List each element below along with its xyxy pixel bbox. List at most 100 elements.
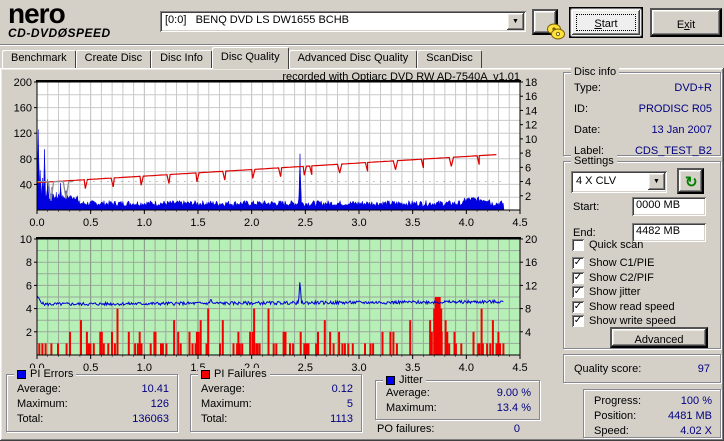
tab-create-disc[interactable]: Create Disc [75, 50, 152, 68]
pi-errors-vs-position-series-write-speed [36, 154, 497, 189]
checkbox-checked-icon[interactable]: ✓ [572, 315, 584, 327]
svg-text:6: 6 [26, 280, 32, 292]
start-field-label: Start: [573, 201, 600, 213]
checkbox-row-show-c2-pif[interactable]: ✓ Show C2/PIF [572, 271, 654, 284]
svg-text:0.0: 0.0 [29, 217, 44, 228]
svg-text:6: 6 [525, 162, 531, 174]
svg-text:2.0: 2.0 [244, 217, 259, 228]
svg-text:16: 16 [525, 257, 537, 269]
stat-row: Label: CDS_TEST_B2 [574, 145, 712, 157]
checkbox-row-show-write-speed[interactable]: ✓ Show write speed [572, 315, 676, 327]
pi-errors-chart: 200 160 120 80 40 18 16 14 12 10 8 6 4 2 0.0 0.5 1.0 1.5 2… [14, 77, 538, 228]
start-button[interactable]: Start [570, 8, 642, 37]
toolbar-separator [0, 44, 724, 46]
quality-score-value: 97 [697, 363, 710, 375]
checkbox-checked-icon[interactable]: ✓ [572, 271, 584, 284]
svg-text:4: 4 [525, 327, 531, 339]
stat-label: Total: [201, 413, 228, 425]
tab-benchmark[interactable]: Benchmark [2, 50, 76, 68]
pi-errors-vs-position-grid [37, 82, 520, 210]
scan-speed-dropdown-button[interactable]: ▼ [648, 173, 665, 190]
stat-value: PRODISC R05 [638, 103, 712, 115]
stat-value: 4481 MB [667, 410, 712, 422]
pi-errors-stats-group: PI Errors Average: 10.41 Maximum: 126 Total: 1… [6, 368, 178, 432]
stat-label: Average: [201, 383, 245, 395]
svg-text:4: 4 [26, 304, 32, 316]
refresh-button[interactable]: ↻ [677, 168, 704, 194]
checkbox-row-show-read-speed[interactable]: ✓ Show read speed [572, 300, 675, 313]
stat-value: 0.12 [331, 383, 353, 395]
group-title-text: PI Failures [214, 368, 267, 380]
svg-text:8: 8 [525, 148, 531, 160]
stat-value: 13 Jan 2007 [651, 124, 712, 136]
nero-logo-text: nero [8, 0, 66, 29]
discs-icon [547, 23, 565, 40]
tab-advanced-disc-quality[interactable]: Advanced Disc Quality [288, 50, 418, 68]
drive-select[interactable]: [0:0] BENQ DVD LS DW1655 BCHB ▼ [160, 11, 526, 32]
scan-speed-select[interactable]: 4 X CLV ▼ [571, 171, 667, 193]
settings-group: Settings 4 X CLV ▼ ↻ Start: 0000 MB End:… [563, 155, 721, 349]
exit-pre: E [676, 19, 685, 31]
exit-rest: it [689, 19, 696, 31]
advanced-button[interactable]: Advanced [610, 327, 708, 348]
tab-scandisc[interactable]: ScanDisc [417, 50, 482, 68]
pi-errors-vs-position-series-read-speed [37, 180, 504, 201]
stat-value: 136063 [132, 413, 169, 425]
disc-glyph-icon: Ø [57, 26, 68, 40]
stat-row: Maximum: 13.4 % [386, 402, 531, 414]
tab-disc-quality[interactable]: Disc Quality [211, 47, 289, 69]
drive-select-dropdown-button[interactable]: ▼ [507, 13, 524, 30]
checkbox-checked-icon[interactable]: ✓ [572, 300, 584, 313]
svg-text:2.5: 2.5 [298, 362, 313, 374]
svg-text:2.5: 2.5 [298, 217, 313, 228]
svg-text:1.0: 1.0 [137, 362, 152, 374]
legend-color-swatch [386, 375, 395, 385]
logo-cddvd: CD-DVD [8, 26, 58, 40]
svg-text:80: 80 [20, 154, 32, 166]
checkbox-row-show-c1-pie[interactable]: ✓ Show C1/PIE [572, 257, 654, 269]
eject-disc-button[interactable] [532, 9, 565, 40]
svg-text:18: 18 [525, 77, 537, 89]
stat-value: 5 [346, 398, 353, 410]
stat-row: ID: PRODISC R05 [574, 103, 712, 115]
stat-row: Progress: 100 % [594, 395, 712, 407]
pi-failures-and-jitter-vs-position-series-jitter [36, 282, 504, 307]
stat-value: 100 % [680, 395, 712, 407]
stat-label: Position: [594, 410, 637, 422]
checkbox-checked-icon[interactable]: ✓ [572, 257, 584, 269]
stat-label: Label: [574, 145, 604, 157]
end-field-label: End: [573, 227, 596, 239]
stat-label: Total: [17, 413, 44, 425]
scan-speed-value: 4 X CLV [576, 175, 617, 187]
tab-disc-info[interactable]: Disc Info [151, 50, 212, 68]
stat-label: Type: [574, 82, 601, 94]
logo-speed: SPEED [67, 26, 111, 40]
checkbox-checked-icon[interactable]: ✓ [572, 286, 584, 298]
pi-failures-stats-group: PI Failures Average: 0.12 Maximum: 5 Total: 11… [190, 368, 362, 432]
end-field[interactable]: 4482 MB [632, 223, 706, 242]
checkbox-label: Show read speed [589, 300, 675, 313]
checkbox-row-quick-scan[interactable]: Quick scan [572, 239, 643, 251]
svg-text:120: 120 [14, 128, 32, 140]
stat-value: CDS_TEST_B2 [634, 145, 712, 157]
svg-text:8: 8 [525, 304, 531, 316]
chevron-down-icon: ▼ [512, 18, 519, 25]
nero-logo: nero CD-DVDØSPEED [8, 0, 111, 40]
stat-value: 4.02 X [680, 425, 712, 437]
stat-row: Average: 0.12 [201, 383, 353, 395]
checkbox-unchecked-icon[interactable] [572, 239, 584, 251]
box-pif-title: PI Failures [198, 368, 270, 380]
group-title-text: Jitter [399, 374, 423, 386]
checkbox-row-show-jitter[interactable]: ✓ Show jitter [572, 286, 640, 298]
stat-row: Maximum: 126 [17, 398, 169, 410]
svg-text:4.0: 4.0 [459, 217, 474, 228]
disc-info-group: Disc info Type: DVD+R ID: PRODISC R05 Date: 1… [563, 66, 721, 157]
start-button-focus: Start [576, 14, 636, 31]
start-field[interactable]: 0000 MB [632, 197, 706, 216]
exit-button[interactable]: Exit [650, 8, 722, 37]
pi-failures-and-jitter-vs-position-series-pi-failures [38, 297, 505, 355]
stat-value: 9.00 % [496, 387, 531, 399]
quality-score-panel: Quality score: 97 [563, 354, 721, 383]
stat-value: 10.41 [141, 383, 169, 395]
chevron-down-icon: ▼ [653, 178, 660, 185]
